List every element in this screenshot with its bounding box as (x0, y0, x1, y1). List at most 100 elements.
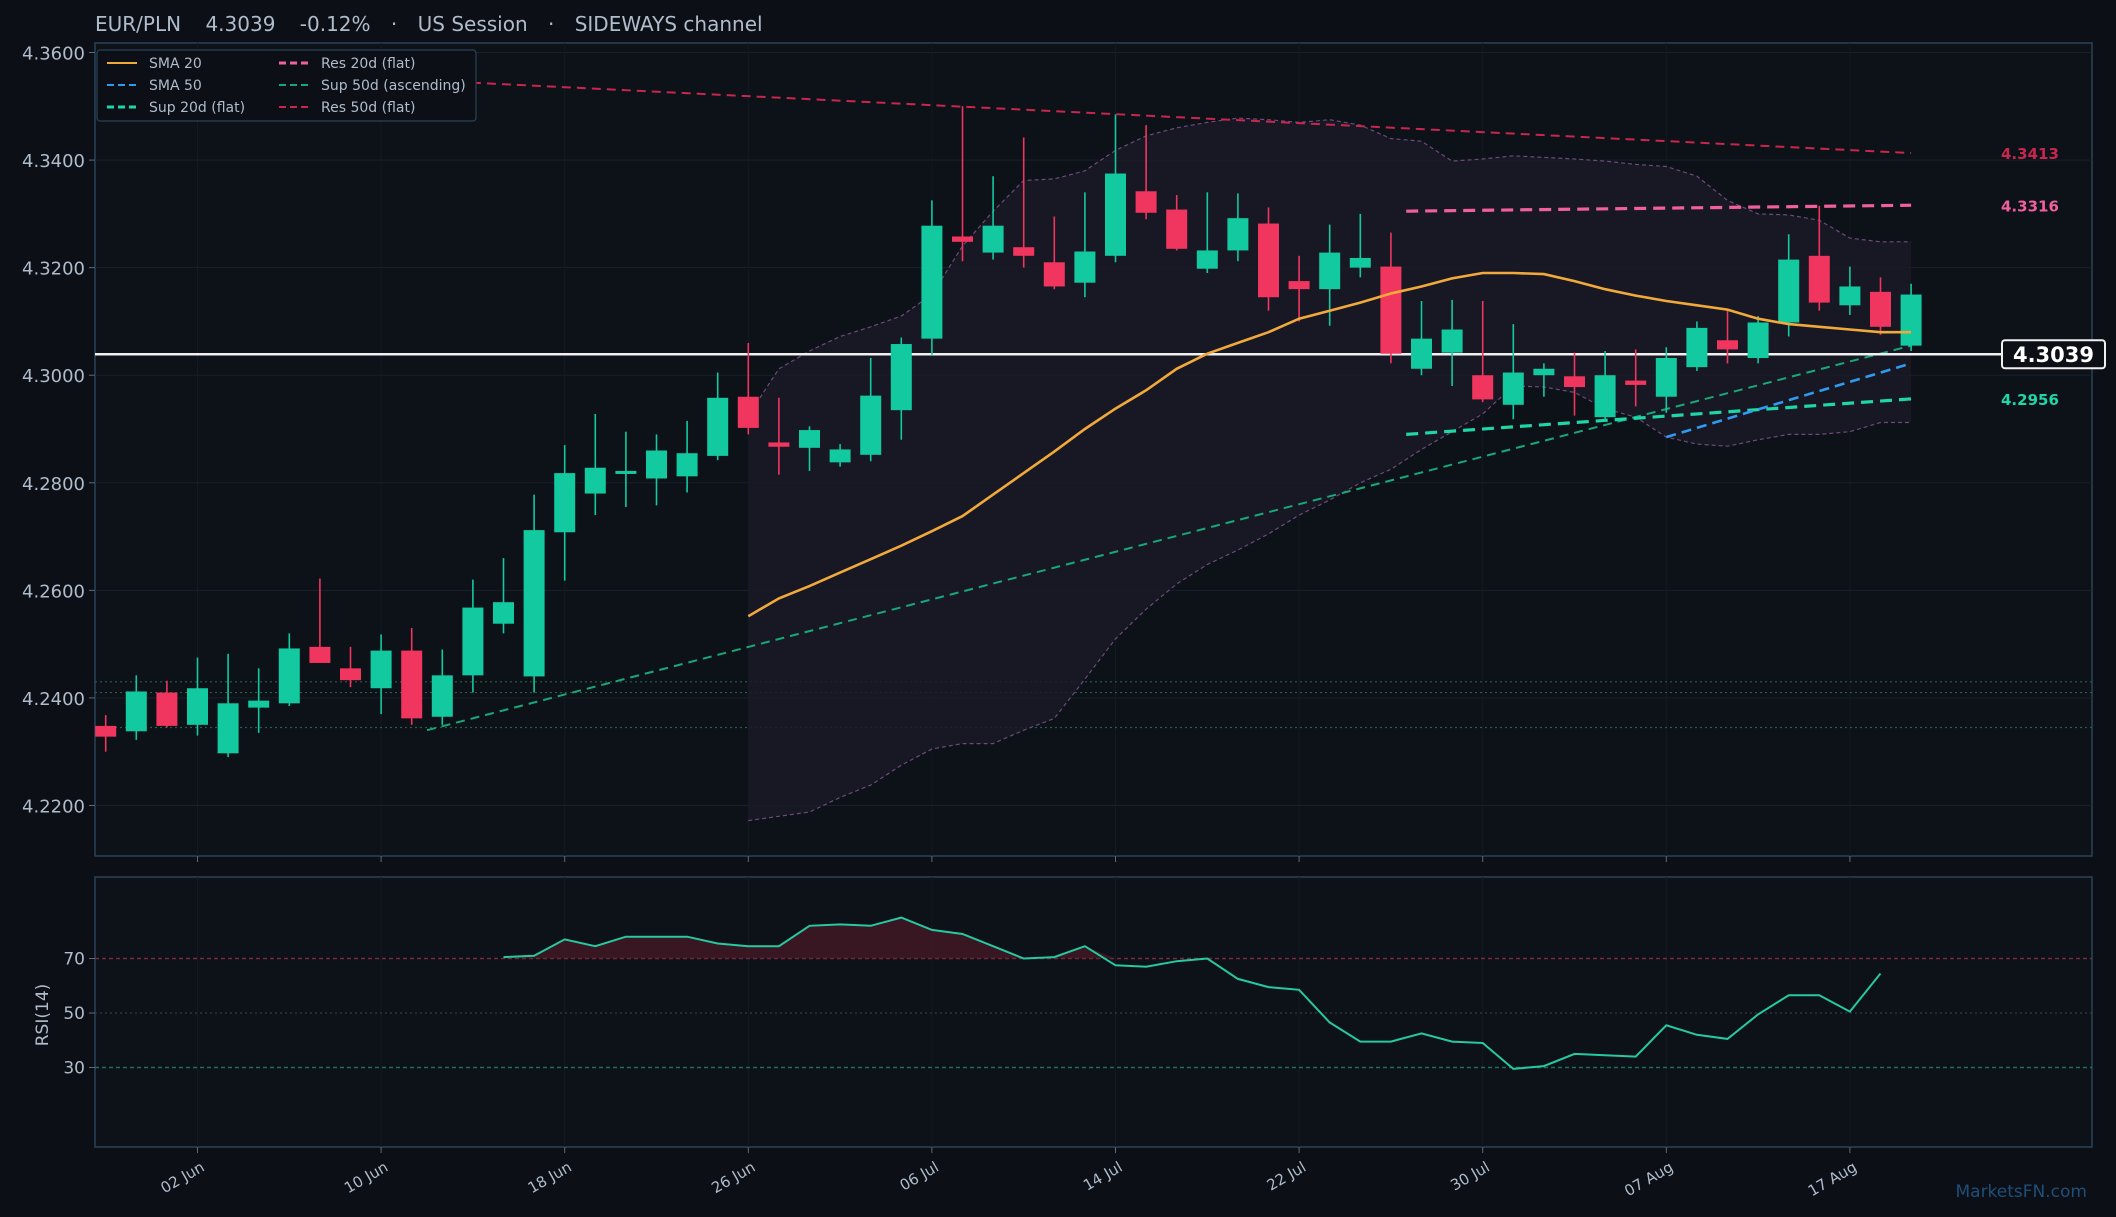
candle (829, 444, 851, 467)
candle-body (707, 397, 729, 456)
candle (1411, 300, 1432, 376)
sup-50d-line (426, 344, 1912, 732)
price-tick-label: 4.2400 (22, 689, 85, 710)
candle-body (860, 395, 882, 455)
candle (1258, 207, 1279, 311)
candle-body (1166, 209, 1188, 249)
candle-body (768, 442, 790, 447)
candle-body (890, 344, 912, 411)
candle-body (1686, 327, 1708, 368)
candle-body (554, 473, 576, 533)
candle-body (1258, 223, 1279, 298)
candle-body (1808, 255, 1830, 303)
candle-body (1043, 262, 1065, 287)
price-tick-label: 4.3200 (22, 259, 85, 280)
candle (156, 680, 178, 728)
candle (737, 342, 759, 435)
candle-body (676, 453, 698, 477)
res-50d-value-label: 4.3413 (2001, 145, 2059, 163)
candle-body (1594, 375, 1616, 418)
candle-body (493, 602, 514, 624)
chart-header: EUR/PLN 4.3039 -0.12% · US Session · SID… (95, 12, 763, 36)
candle-body (1135, 191, 1157, 213)
candle-body (1625, 380, 1647, 385)
watermark: MarketsFN.com (1955, 1182, 2087, 1202)
legend-label: Sup 50d (ascending) (321, 78, 466, 94)
candle (1778, 234, 1800, 337)
candle-body (95, 725, 117, 737)
rsi-tick-label: 30 (63, 1059, 85, 1079)
change-label: -0.12% (300, 12, 371, 36)
candle-body (1870, 291, 1891, 327)
candle (1196, 192, 1218, 274)
candle (1533, 363, 1555, 397)
candle-body (1105, 173, 1126, 256)
price-tick-label: 4.2800 (22, 474, 85, 495)
candle-body (340, 668, 361, 681)
candle-body (156, 692, 178, 726)
candle (1686, 321, 1708, 371)
price-label: 4.3039 (205, 12, 275, 36)
channel-label: SIDEWAYS channel (575, 12, 763, 36)
separator-1: · (391, 12, 397, 36)
candle-body (799, 430, 820, 448)
candle-body (1717, 340, 1738, 350)
candle (1074, 192, 1096, 298)
candle-body (1900, 294, 1922, 346)
candle-body (737, 396, 759, 428)
candle-body (1074, 251, 1096, 283)
rsi-panel-frame (94, 876, 2093, 1148)
candle (1441, 299, 1463, 386)
legend-label: Sup 20d (flat) (149, 100, 245, 116)
candle (340, 646, 361, 688)
candle (952, 106, 973, 262)
candle (860, 358, 882, 462)
candle (278, 633, 300, 706)
current-price-value-label: 4.3039 (2013, 343, 2094, 367)
price-tick-label: 4.2600 (22, 581, 85, 602)
legend-label: SMA 50 (149, 78, 202, 94)
candle-body (1411, 338, 1432, 369)
rsi-axis-label: RSI(14) (33, 984, 53, 1047)
candle (95, 715, 117, 752)
candle (768, 397, 790, 475)
candle (462, 579, 484, 693)
candle (921, 200, 943, 355)
res-20d-value-label: 4.3316 (2001, 197, 2059, 215)
candle (1564, 352, 1585, 416)
candle (1043, 216, 1065, 290)
candle (1717, 310, 1738, 364)
candle (1105, 114, 1126, 263)
candle (982, 176, 1004, 260)
candle-body (1227, 218, 1249, 251)
session-label: US Session (418, 12, 528, 36)
current-price-box (2001, 339, 2106, 370)
candle-body (921, 225, 943, 339)
candle-body (1349, 257, 1371, 268)
candle (1625, 349, 1647, 407)
candle-body (584, 467, 606, 494)
candle (523, 494, 545, 693)
candle-body (1013, 247, 1035, 256)
candle-body (646, 450, 667, 479)
candle-body (370, 650, 392, 689)
candle (1227, 193, 1249, 262)
candle (676, 420, 698, 493)
candle (1808, 205, 1830, 311)
candle-body (1502, 372, 1524, 405)
candle-body (217, 703, 239, 754)
candle-body (1564, 376, 1585, 388)
bollinger-lower-line (748, 385, 1912, 822)
candle (1166, 195, 1188, 251)
candle-body (1196, 250, 1218, 269)
candle-body (462, 607, 484, 676)
candle-body (829, 449, 851, 463)
candle (646, 434, 667, 506)
candle-body (1747, 322, 1769, 359)
candle (1870, 277, 1891, 335)
rsi-panel: 30 50 70 RSI(14) (33, 876, 2093, 1148)
res-50d-line (426, 79, 1912, 155)
candle-body (1778, 259, 1800, 323)
candle-body (1839, 286, 1861, 306)
